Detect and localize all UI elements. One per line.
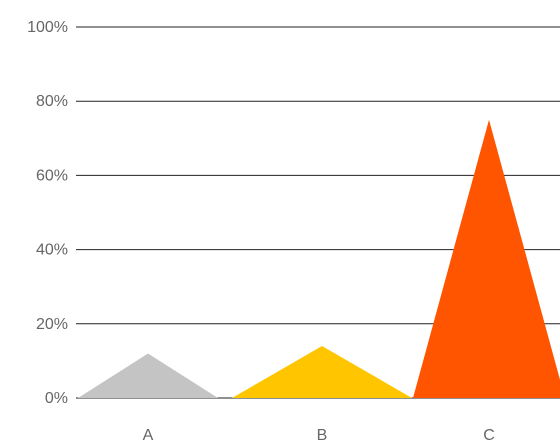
y-tick-label: 0% xyxy=(45,390,68,407)
y-tick-label: 60% xyxy=(36,167,68,184)
y-tick-label: 40% xyxy=(36,242,68,259)
y-axis-ticks: 0% 20% 40% 60% 80% 100% xyxy=(27,19,68,407)
peak-mark-B xyxy=(232,346,412,398)
y-tick-label: 100% xyxy=(27,19,68,36)
x-tick-label: C xyxy=(483,427,495,441)
x-axis-ticks: A B C xyxy=(143,427,495,441)
x-tick-label: B xyxy=(317,427,328,441)
chart-marks xyxy=(78,119,560,398)
x-tick-label: A xyxy=(143,427,154,441)
peak-mark-C xyxy=(413,119,560,398)
peak-mark-A xyxy=(78,353,218,398)
y-tick-label: 20% xyxy=(36,316,68,333)
y-tick-label: 80% xyxy=(36,93,68,110)
